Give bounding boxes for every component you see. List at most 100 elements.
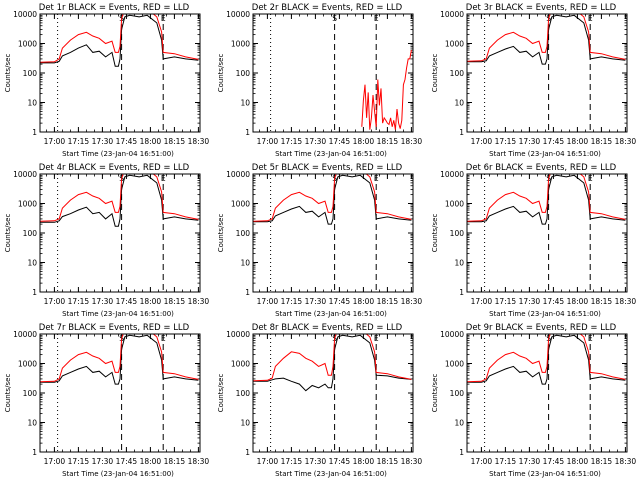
x-tick-label: 18:30 <box>401 457 423 466</box>
x-tick-label: 17:30 <box>519 297 541 306</box>
y-tick-label: 1000 <box>445 360 464 369</box>
y-tick-label: 1 <box>32 128 37 137</box>
series-line-lld <box>467 174 626 222</box>
series-line-lld <box>40 14 199 63</box>
y-tick-label: 1 <box>32 288 37 297</box>
series-line-lld <box>467 14 626 62</box>
y-tick-label: 100 <box>236 69 251 78</box>
y-tick-label: 10 <box>27 259 37 268</box>
x-axis-label: Start Time (23-Jan-04 16:51:00) <box>62 470 174 478</box>
y-tick-label: 1 <box>245 288 250 297</box>
x-tick-label: 18:00 <box>353 137 375 146</box>
x-tick-label: 17:15 <box>68 137 90 146</box>
x-tick-label: 18:15 <box>591 457 613 466</box>
reference-marker-e: E <box>588 14 593 23</box>
x-axis-label: Start Time (23-Jan-04 16:51:00) <box>489 310 601 318</box>
y-tick-label: 10 <box>27 419 37 428</box>
x-axis-label: Start Time (23-Jan-04 16:51:00) <box>275 310 387 318</box>
x-tick-label: 17:30 <box>92 457 114 466</box>
reference-marker-e: E <box>374 334 379 343</box>
x-tick-label: 18:15 <box>377 297 399 306</box>
y-tick-label: 100 <box>236 229 251 238</box>
y-tick-label: 10000 <box>226 170 250 179</box>
reference-marker-e: E <box>161 334 166 343</box>
x-tick-label: 17:15 <box>68 457 90 466</box>
y-tick-label: 10000 <box>440 10 464 19</box>
series-line-events <box>40 14 199 67</box>
panel-det-6: Det 6r BLACK = Events, RED = LLD Counts/s… <box>431 163 636 318</box>
panel-title: Det 3r BLACK = Events, RED = LLD <box>466 3 617 13</box>
reference-marker-e: E <box>374 174 379 183</box>
y-tick-label: 10000 <box>226 330 250 339</box>
x-tick-label: 17:45 <box>116 137 138 146</box>
panel-det-2: Det 2r BLACK = Events, RED = LLD Counts/s… <box>217 3 422 158</box>
x-tick-label: 18:15 <box>591 137 613 146</box>
plot-frame <box>39 333 201 453</box>
x-tick-label: 18:30 <box>188 297 210 306</box>
panel-det-4: Det 4r BLACK = Events, RED = LLD Counts/s… <box>4 163 209 318</box>
y-tick-label: 100 <box>450 389 465 398</box>
panel-title: Det 9r BLACK = Events, RED = LLD <box>466 323 617 333</box>
x-tick-label: 18:00 <box>140 457 162 466</box>
x-tick-label: 17:45 <box>543 137 565 146</box>
reference-marker-e: E <box>161 174 166 183</box>
y-tick-label: 1000 <box>18 40 37 49</box>
x-tick-label: 18:15 <box>164 297 186 306</box>
x-tick-label: 18:00 <box>140 137 162 146</box>
x-tick-label: 17:15 <box>495 457 517 466</box>
y-tick-label: 10000 <box>13 330 37 339</box>
x-tick-label: 18:15 <box>377 137 399 146</box>
reference-marker-e: E <box>374 14 379 23</box>
y-tick-label: 100 <box>23 389 38 398</box>
x-tick-label: 17:45 <box>329 297 351 306</box>
series-line-lld <box>253 334 412 382</box>
series-line-lld <box>361 49 412 130</box>
x-tick-label: 17:00 <box>44 297 66 306</box>
panel-det-5: Det 5r BLACK = Events, RED = LLD Counts/s… <box>217 163 422 318</box>
series-line-events <box>253 334 412 392</box>
x-tick-label: 18:30 <box>401 137 423 146</box>
x-tick-label: 18:00 <box>353 297 375 306</box>
y-tick-label: 1 <box>245 448 250 457</box>
reference-marker-s: S <box>332 14 337 23</box>
y-axis-label: Counts/sec <box>4 54 12 93</box>
x-tick-label: 17:30 <box>305 297 327 306</box>
y-tick-label: 1000 <box>231 360 250 369</box>
x-tick-label: 17:45 <box>116 457 138 466</box>
y-tick-label: 10 <box>454 259 464 268</box>
plot-frame <box>252 13 414 133</box>
x-tick-label: 18:30 <box>188 137 210 146</box>
series-line-events <box>467 14 626 65</box>
y-axis-label: Counts/sec <box>431 214 439 253</box>
x-tick-label: 18:00 <box>140 297 162 306</box>
reference-marker-e: E <box>588 174 593 183</box>
x-axis-label: Start Time (23-Jan-04 16:51:00) <box>62 150 174 158</box>
series-line-events <box>467 174 626 225</box>
series-line-events <box>467 334 626 385</box>
x-tick-label: 17:30 <box>92 297 114 306</box>
series-line-lld <box>40 334 199 383</box>
x-tick-label: 17:00 <box>44 137 66 146</box>
y-tick-label: 10000 <box>440 330 464 339</box>
x-tick-label: 17:15 <box>68 297 90 306</box>
panel-det-8: Det 8r BLACK = Events, RED = LLD Counts/s… <box>217 323 422 478</box>
y-axis-label: Counts/sec <box>4 214 12 253</box>
y-tick-label: 10 <box>27 99 37 108</box>
y-tick-label: 10 <box>454 419 464 428</box>
plot-frame <box>466 13 628 133</box>
panel-det-7: Det 7r BLACK = Events, RED = LLD Counts/s… <box>4 323 209 478</box>
x-tick-label: 18:00 <box>567 297 589 306</box>
series-line-events <box>40 174 199 227</box>
y-tick-label: 10 <box>240 419 250 428</box>
y-tick-label: 10000 <box>13 10 37 19</box>
y-tick-label: 100 <box>23 69 38 78</box>
x-tick-label: 17:15 <box>495 297 517 306</box>
panel-title: Det 7r BLACK = Events, RED = LLD <box>39 323 190 333</box>
x-axis-label: Start Time (23-Jan-04 16:51:00) <box>62 310 174 318</box>
reference-marker-e: E <box>588 334 593 343</box>
x-tick-label: 17:00 <box>257 137 279 146</box>
y-tick-label: 10 <box>240 259 250 268</box>
plot-frame <box>252 333 414 453</box>
x-tick-label: 18:30 <box>401 297 423 306</box>
plot-frame <box>39 173 201 293</box>
